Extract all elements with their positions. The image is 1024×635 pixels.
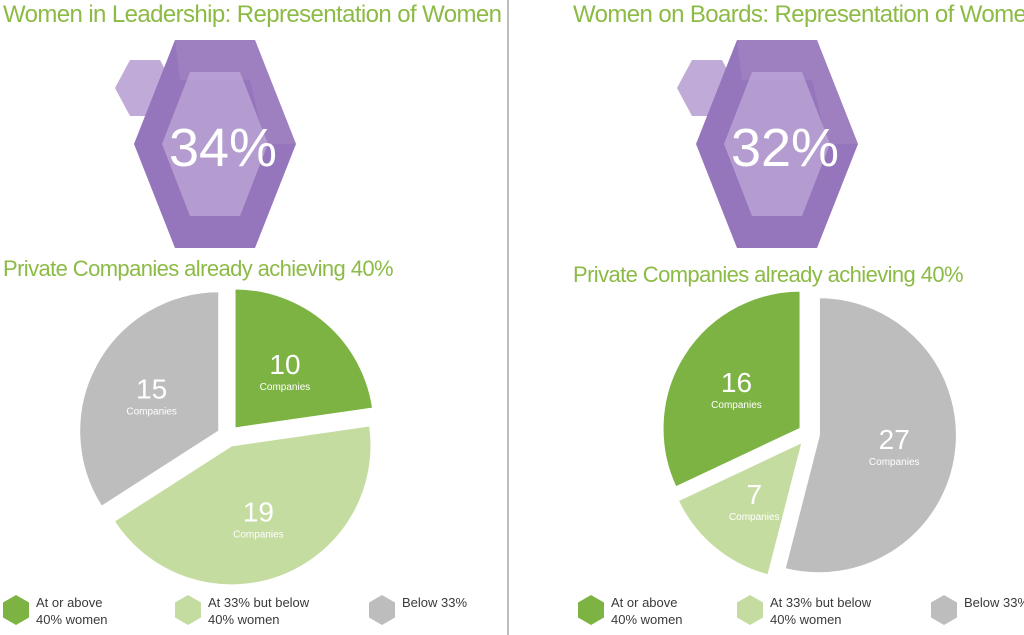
inner-hexagon [162,72,268,216]
pie-chart-boards: 27 Companies 7 Companies 16 Companies [661,289,958,577]
legend-label: Below 33% [402,595,468,610]
pie-unit-label: Companies [126,406,177,417]
legend-label: 40% women [36,612,108,627]
hexagon-facet [737,40,858,144]
pie-chart-leadership: 10 Companies 19 Companies 15 Companies [78,287,375,587]
hexagon-icon [175,595,201,625]
pie-unit-label: Companies [729,512,780,523]
legend-item-at-or-above: At or above 40% women [577,594,721,628]
stat-hexagon-leadership: 34% [100,40,320,257]
hexagon-icon [931,595,957,625]
pie-value-label: 10 [269,349,300,380]
pie-value-label: 15 [136,373,167,404]
legend-label: At or above [36,595,103,610]
hexagon-facet [175,40,296,144]
legend-label: Below 33% [964,595,1024,610]
legend-item-at-or-above: At or above 40% women [2,594,146,628]
pie-unit-label: Companies [711,400,762,411]
hexagon-icon [3,595,29,625]
stat-value: 34% [169,118,277,178]
pie-slice [661,289,802,489]
inner-hexagon [724,72,830,216]
pie-slice [112,424,373,587]
pie-title-leadership: Private Companies already achieving 40% [3,256,394,281]
pie-title-boards: Private Companies already achieving 40% [573,262,964,287]
pie-value-label: 27 [879,424,910,455]
pie-slice [233,287,375,430]
legend-item-below-33: Below 33% [368,594,512,626]
legend-item-below-33: Below 33% [930,594,1024,626]
stat-value: 32% [731,118,839,178]
stat-hexagon-boards: 32% [662,40,882,257]
pie-unit-label: Companies [233,530,284,541]
legend-label: At or above [611,595,678,610]
panel-title-boards: Women on Boards: Representation of Women [573,1,1024,28]
pie-unit-label: Companies [869,457,920,468]
pie-slice [783,296,958,575]
legend-label: 40% women [770,612,842,627]
legend-item-at-33-below-40: At 33% but below 40% women [174,594,318,628]
hexagon-icon [737,595,763,625]
hexagon-icon [578,595,604,625]
pie-value-label: 7 [746,479,762,510]
pie-value-label: 19 [243,497,274,528]
pie-slice [676,439,805,577]
panel-title-leadership: Women in Leadership: Representation of W… [3,1,502,28]
legend-label: 40% women [611,612,683,627]
legend-label: 40% women [208,612,280,627]
legend-label: At 33% but below [770,595,872,610]
legend-label: At 33% but below [208,595,310,610]
pie-unit-label: Companies [260,382,311,393]
pie-value-label: 16 [721,367,752,398]
panel-divider [507,0,509,635]
legend-item-at-33-below-40: At 33% but below 40% women [736,594,880,628]
hexagon-icon [369,595,395,625]
pie-slice [78,290,221,509]
